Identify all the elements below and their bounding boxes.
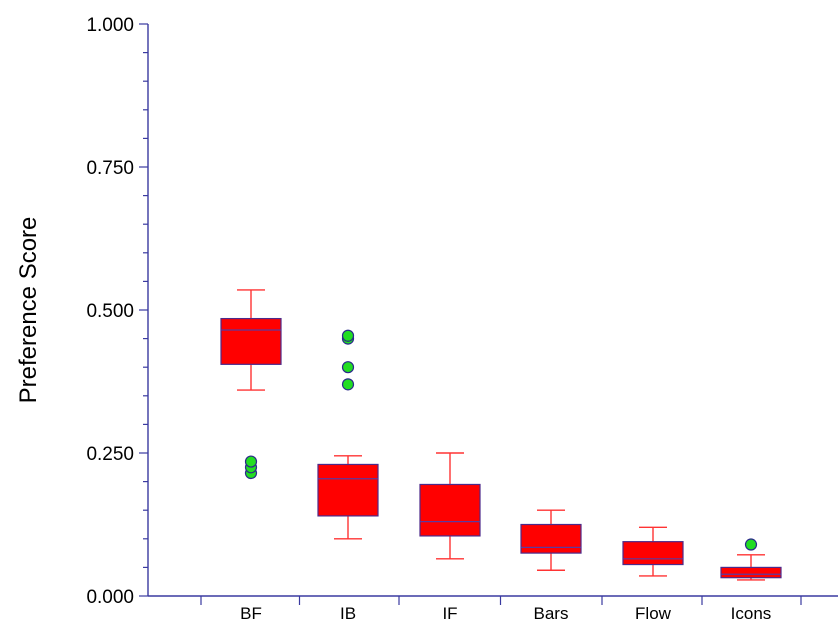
x-tick-label: IF <box>442 604 457 623</box>
x-tick-label: Icons <box>731 604 772 623</box>
iqr-box <box>220 317 282 365</box>
outlier-point <box>341 378 355 391</box>
y-tick-label: 0.500 <box>86 301 134 322</box>
y-axis: 0.000 0.250 0.500 0.750 1.000 <box>86 15 149 608</box>
box-flow <box>622 526 684 577</box>
outlier-point <box>244 455 258 468</box>
box-if <box>419 452 481 560</box>
x-tick-label: Bars <box>534 604 569 623</box>
x-tick-label: BF <box>240 604 262 623</box>
iqr-box <box>520 523 582 554</box>
x-tick-label: IB <box>340 604 356 623</box>
iqr-box <box>317 463 379 517</box>
y-axis-title: Preference Score <box>15 217 42 404</box>
iqr-box <box>720 566 782 579</box>
y-tick-label: 1.000 <box>86 15 134 36</box>
box-ib <box>317 329 379 540</box>
iqr-box <box>622 541 684 566</box>
y-tick-label: 0.250 <box>86 444 134 465</box>
x-axis: BF IB IF Bars Flow Icons <box>148 595 838 623</box>
box-series <box>220 289 782 581</box>
box-icons <box>720 538 782 581</box>
x-tick-label: Flow <box>635 604 672 623</box>
y-tick-label: 0.000 <box>86 587 134 608</box>
outlier-point <box>744 538 758 551</box>
iqr-box <box>419 483 481 537</box>
box-bf <box>220 289 282 480</box>
y-tick-label: 0.750 <box>86 158 134 179</box>
outlier-point <box>341 329 355 342</box>
outlier-point <box>341 361 355 374</box>
box-bars <box>520 509 582 571</box>
